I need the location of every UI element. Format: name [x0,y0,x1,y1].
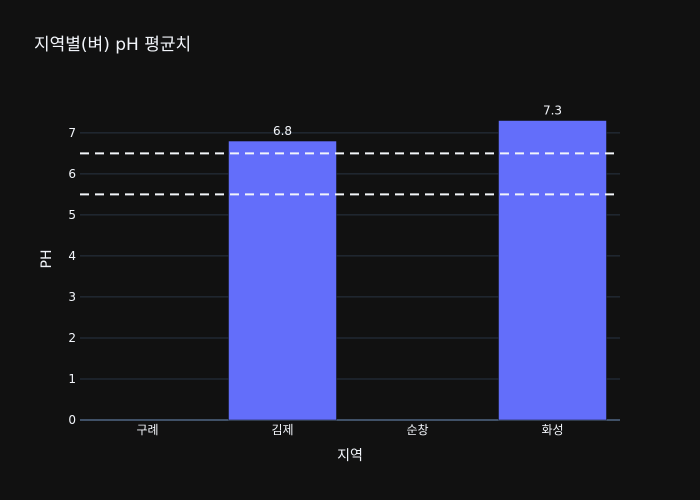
data-label-layer: 6.8 7.3 [273,104,562,139]
bar-김제 [228,140,337,421]
bar-layer [228,120,607,421]
y-tick-label: 6 [68,167,76,181]
y-tick-label: 4 [68,249,76,263]
reference-lines [80,152,620,196]
bar-화성 [498,120,607,421]
y-tick-label: 5 [68,208,76,222]
x-tick-label: 순창 [406,423,428,437]
data-label: 6.8 [273,124,292,138]
x-tick-label: 구례 [136,423,158,437]
y-tick-label: 2 [68,331,76,345]
x-tick-label: 화성 [541,423,563,437]
y-tick-label: 7 [68,126,76,140]
tick-layer: 0 1 2 3 4 5 6 7 구례 김제 순창 화성 [68,126,563,437]
y-tick-label: 1 [68,372,76,386]
data-label: 7.3 [543,104,562,118]
x-axis-title: 지역 [337,448,363,464]
y-tick-label: 3 [68,290,76,304]
y-axis-title: PH [39,250,55,269]
x-tick-label: 김제 [271,423,293,437]
y-tick-label: 0 [68,413,76,427]
chart-title: 지역별(벼) pH 평균치 [34,35,191,55]
grid-layer [80,132,620,421]
